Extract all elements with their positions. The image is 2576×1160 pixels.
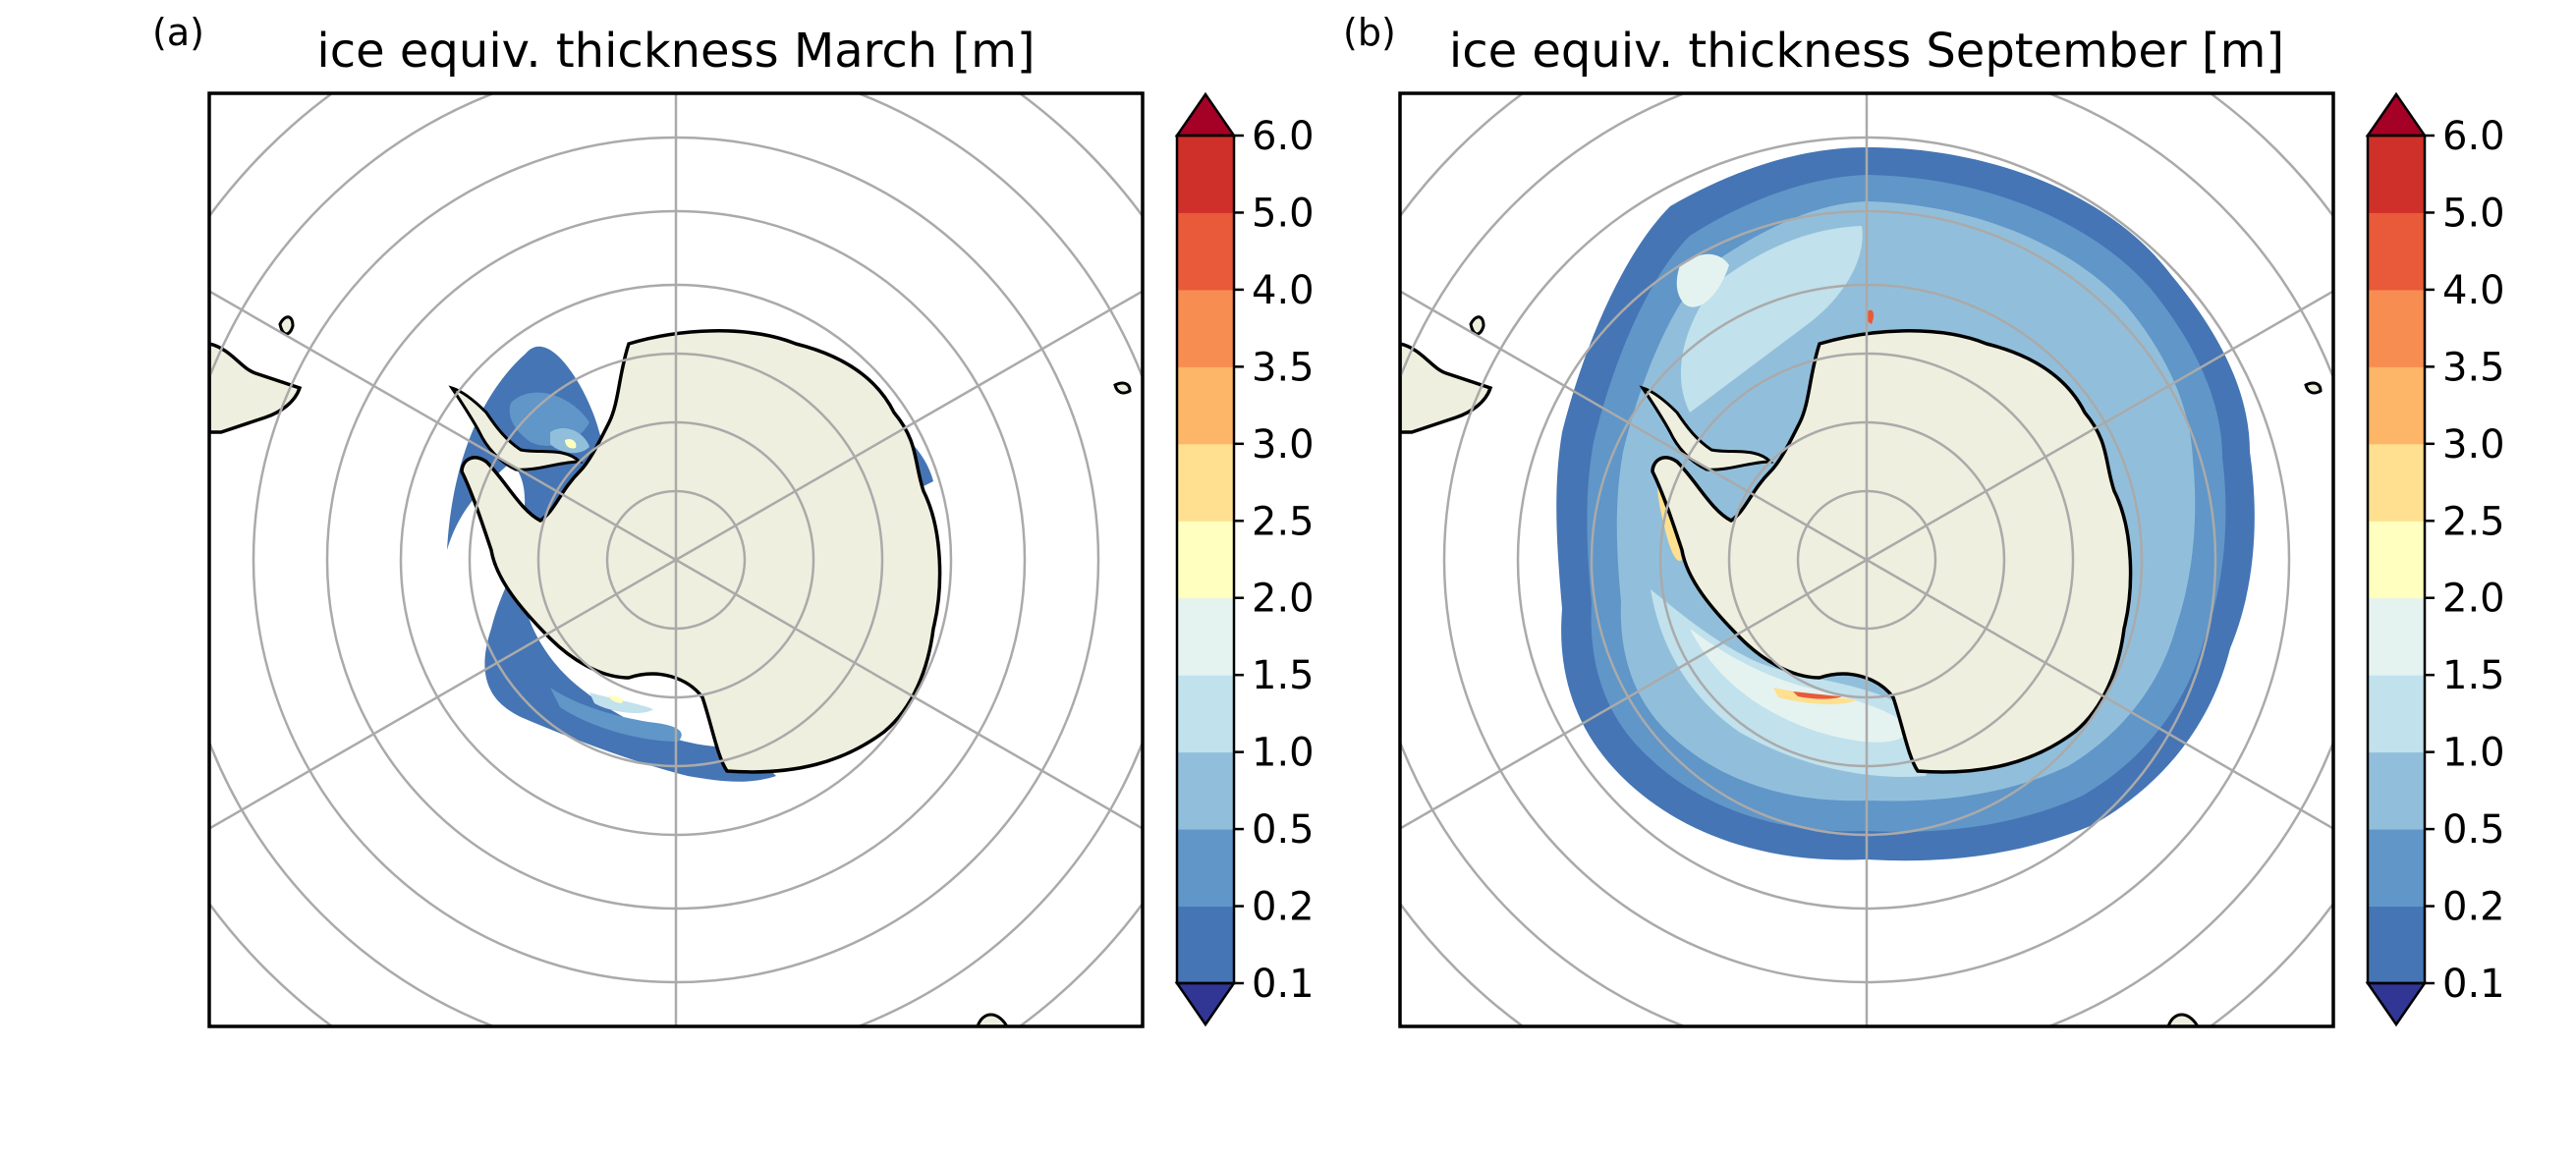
ice-band-0.2-b	[550, 688, 682, 742]
panel-a-peninsula	[448, 385, 584, 471]
colorbar-a-band-1.5	[1177, 597, 1234, 676]
panel-b-title: ice equiv. thickness September [m]	[1449, 24, 2284, 79]
colorbar-b-tick-label-6.0: 6.0	[2442, 114, 2505, 159]
colorbar-b-band-5.0	[2368, 136, 2425, 213]
ice-band-4.0-ross	[1793, 691, 1842, 699]
colorbar-a-outline	[1175, 134, 1236, 985]
colorbar-a-under-triangle	[1174, 981, 1237, 1027]
colorbar-b-tick-label-2.0: 2.0	[2442, 577, 2505, 622]
colorbar-a: 0.1 0.2 0.5 1.0 1.5 2.0 2.5 3.0 3.5 4.0 5.0 6.0	[1174, 91, 1315, 1027]
colorbar-b-band-1.5	[2368, 597, 2425, 676]
colorbar-b-tick-label-4.0: 4.0	[2442, 268, 2505, 313]
panel-a-title: ice equiv. thickness March [m]	[316, 24, 1035, 79]
panel-b-island-right	[2304, 381, 2323, 395]
panel-b-antarctica	[1651, 329, 2133, 774]
colorbar-b-tick-label-2.5: 2.5	[2442, 499, 2505, 544]
panel-b-map	[1400, 93, 2333, 1026]
colorbar-b-tick-label-1.0: 1.0	[2442, 731, 2505, 776]
colorbar-a-band-0.1	[1177, 906, 1234, 984]
panel-b-peninsula	[1639, 385, 1774, 471]
ice-band-1.5-north	[1676, 253, 1729, 307]
panel-a-frame	[207, 91, 1145, 1028]
panel-a-island-right	[1113, 381, 1132, 395]
panel-a-south-america	[209, 342, 303, 434]
panel-b-gridlines	[1400, 93, 2333, 1026]
panel-b-falklands	[1469, 315, 1485, 336]
colorbar-a-band-4.0	[1177, 212, 1234, 291]
colorbar-b-band-2.0	[2368, 521, 2425, 599]
colorbar-a-tick-label-5.0: 5.0	[1252, 191, 1315, 236]
panel-a-label: (a)	[152, 11, 204, 54]
colorbar-b: 0.1 0.2 0.5 1.0 1.5 2.0 2.5 3.0 3.5 4.0 5.0 6.0	[2365, 91, 2505, 1027]
colorbar-a-tick-label-3.5: 3.5	[1252, 345, 1315, 390]
colorbar-a-tick-label-0.2: 0.2	[1252, 885, 1315, 930]
panel-b: (b) ice equiv. thickness September [m]	[1343, 11, 2335, 1028]
colorbar-b-outline	[2366, 134, 2427, 985]
colorbar-a-tick-label-1.0: 1.0	[1252, 731, 1315, 776]
panel-a-antarctica	[460, 329, 942, 774]
colorbar-b-tick-label-0.5: 0.5	[2442, 807, 2505, 853]
colorbar-a-tick-label-2.0: 2.0	[1252, 577, 1315, 622]
colorbar-a-tick-label-2.5: 2.5	[1252, 499, 1315, 544]
panel-a-falklands	[278, 315, 295, 336]
colorbar-b-band-2.5	[2368, 443, 2425, 522]
colorbar-a-band-3.5	[1177, 289, 1234, 367]
colorbar-a-tick-label-0.5: 0.5	[1252, 807, 1315, 853]
colorbar-a-tick-label-6.0: 6.0	[1252, 114, 1315, 159]
colorbar-a-band-5.0	[1177, 136, 1234, 213]
colorbar-a-over-triangle	[1174, 91, 1237, 138]
panel-a: (a) ice equiv. thickness March [m]	[152, 11, 1145, 1028]
colorbar-a-tick-label-3.0: 3.0	[1252, 422, 1315, 468]
colorbar-a-band-2.5	[1177, 443, 1234, 522]
colorbar-b-band-0.2	[2368, 829, 2425, 908]
colorbar-b-tick-label-3.0: 3.0	[2442, 422, 2505, 468]
panel-a-map	[209, 93, 1143, 1026]
colorbar-b-tick-label-1.5: 1.5	[2442, 653, 2505, 698]
colorbar-a-band-3.0	[1177, 366, 1234, 445]
panel-b-south-america	[1400, 342, 1493, 434]
colorbar-b-band-0.1	[2368, 906, 2425, 984]
colorbar-b-tick-label-3.5: 3.5	[2442, 345, 2505, 390]
colorbar-a-band-0.5	[1177, 751, 1234, 830]
colorbar-b-tick-label-5.0: 5.0	[2442, 191, 2505, 236]
colorbar-b-band-3.0	[2368, 366, 2425, 445]
colorbar-a-tick-label-4.0: 4.0	[1252, 268, 1315, 313]
panel-b-label: (b)	[1343, 11, 1396, 54]
colorbar-a-tick-label-1.5: 1.5	[1252, 653, 1315, 698]
colorbar-b-over-triangle	[2365, 91, 2428, 138]
ice-band-2.0-b	[609, 695, 624, 703]
panel-a-gridlines	[209, 93, 1143, 1026]
colorbar-b-band-3.5	[2368, 289, 2425, 367]
colorbar-b-band-1.0	[2368, 675, 2425, 753]
colorbar-b-band-0.5	[2368, 751, 2425, 830]
colorbar-a-band-0.2	[1177, 829, 1234, 908]
ice-band-2.0	[565, 439, 577, 449]
colorbar-b-tick-label-0.1: 0.1	[2442, 962, 2505, 1007]
ice-band-1.5-south	[1690, 629, 1911, 743]
colorbar-a-tick-label-0.1: 0.1	[1252, 962, 1315, 1007]
colorbar-b-band-4.0	[2368, 212, 2425, 291]
colorbar-a-band-1.0	[1177, 675, 1234, 753]
colorbar-a-band-2.0	[1177, 521, 1234, 599]
colorbar-b-under-triangle	[2365, 981, 2428, 1027]
ice-band-1.0-west	[1680, 226, 1863, 413]
colorbar-b-tick-label-0.2: 0.2	[2442, 885, 2505, 930]
panel-b-frame	[1398, 91, 2335, 1028]
